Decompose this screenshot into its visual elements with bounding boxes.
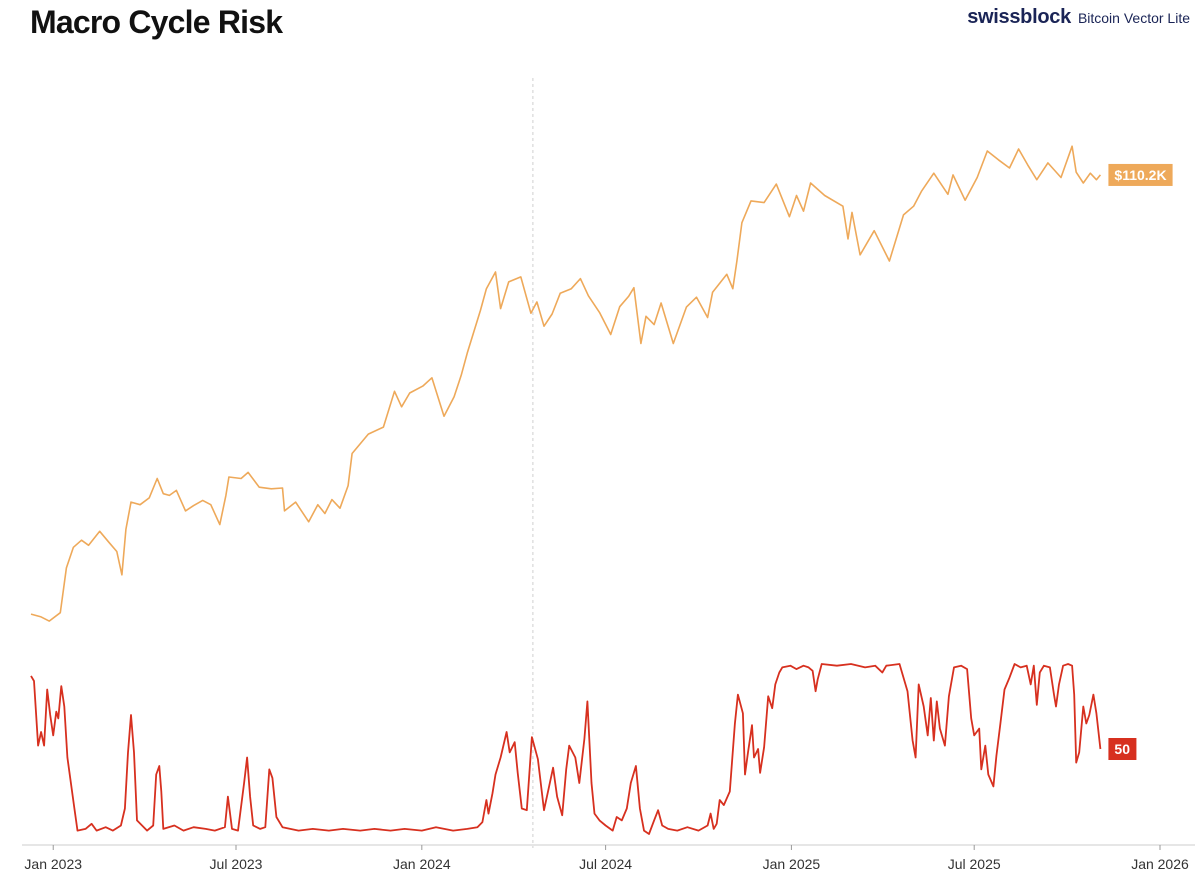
risk-last-value-badge: 50 [1108,738,1137,760]
x-tick-label: Jan 2026 [1131,856,1189,872]
x-tick-label: Jul 2025 [948,856,1001,872]
x-tick-label: Jul 2023 [210,856,263,872]
x-axis-ticks: Jan 2023 Jul 2023 Jan 2024 Jul 2024 Jan 2025… [24,845,1189,872]
x-tick-label: Jan 2024 [393,856,451,872]
x-tick-label: Jan 2023 [24,856,82,872]
price-last-value-badge: $110.2K [1108,163,1173,186]
price-series-line [30,145,1102,622]
x-tick-label: Jan 2025 [763,856,821,872]
price-badge-label: $110.2K [1114,167,1166,183]
risk-series-line [30,663,1102,835]
x-tick-label: Jul 2024 [579,856,632,872]
risk-badge-background [1108,738,1137,760]
brand: swissblock Bitcoin Vector Lite [967,6,1190,29]
chart-title: Macro Cycle Risk [30,4,283,40]
brand-logo: swissblock [967,6,1071,28]
risk-badge-label: 50 [1114,741,1130,757]
brand-product-name: Bitcoin Vector Lite [1077,10,1190,26]
price-badge-background [1108,163,1173,186]
